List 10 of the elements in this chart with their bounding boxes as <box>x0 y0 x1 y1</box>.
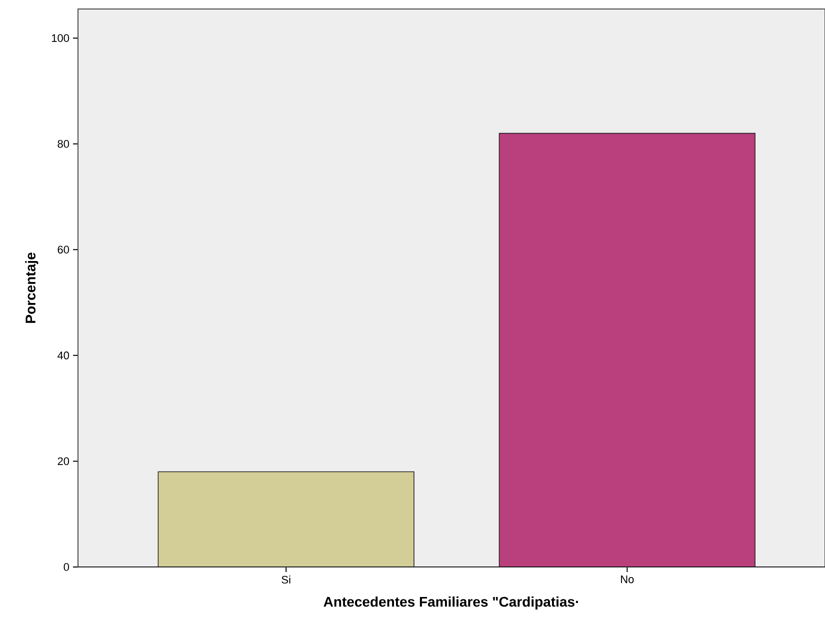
y-tick-label: 100 <box>52 34 70 42</box>
x-tick-label: Si <box>282 576 290 584</box>
x-axis-title: Antecedentes Familiares "Cardipatias· <box>324 596 578 610</box>
y-tick-label: 80 <box>58 140 70 148</box>
y-tick-label: 60 <box>58 246 70 254</box>
y-tick-label: 0 <box>64 563 70 571</box>
y-tick-label: 20 <box>58 457 70 466</box>
x-tick-label: No <box>621 576 634 584</box>
y-axis-title: Porcentaje <box>25 252 38 323</box>
y-tick-label: 40 <box>57 352 70 360</box>
